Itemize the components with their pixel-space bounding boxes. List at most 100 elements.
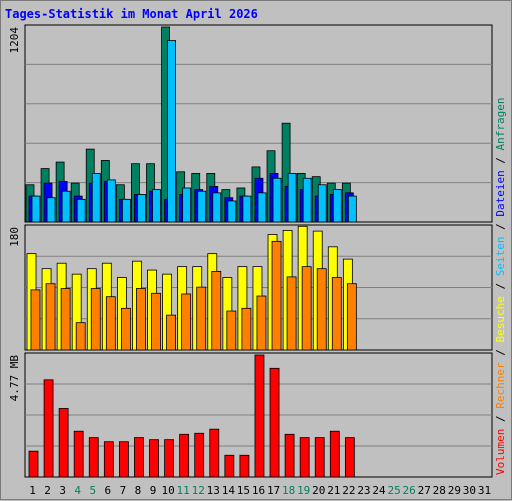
- x-tick-label: 24: [372, 484, 386, 497]
- legend-entry-anfragen: Anfragen: [494, 97, 507, 150]
- x-tick-label: 25: [387, 484, 400, 497]
- bar-rechner-day-17: [271, 240, 282, 351]
- bar-seiten-day-12: [197, 190, 207, 223]
- bar-volumen-day-15: [239, 454, 250, 478]
- x-tick-label: 20: [312, 484, 325, 497]
- bar-seiten-day-1: [31, 195, 41, 223]
- bar-volumen-day-9: [149, 439, 159, 478]
- x-tick-label: 14: [222, 484, 236, 497]
- x-axis-labels: 1 2 3 4 5 6 7 8 9 10 11 12 13 14 15 16 17 18 19 20 21 22 23 24 2…: [29, 484, 491, 497]
- x-tick-label: 15: [237, 484, 250, 497]
- bar-seiten-day-7: [121, 198, 131, 223]
- x-tick-label: 27: [418, 484, 431, 497]
- x-tick-label: 4: [74, 484, 81, 497]
- bar-rechner-day-7: [120, 307, 131, 351]
- bar-volumen-day-11: [179, 433, 190, 478]
- legend-separator: /: [494, 217, 507, 237]
- x-tick-label: 2: [44, 484, 51, 497]
- x-tick-label: 7: [120, 484, 127, 497]
- bar-rechner-day-10: [166, 314, 176, 351]
- bar-rechner-day-6: [105, 296, 116, 351]
- bar-rechner-day-21: [331, 277, 342, 351]
- legend-separator: /: [494, 276, 507, 296]
- bar-rechner-day-8: [136, 288, 146, 351]
- y-max-label: 4.77 MB: [8, 355, 21, 402]
- bar-volumen-day-2: [43, 379, 54, 478]
- bar-seiten-day-13: [212, 192, 222, 223]
- legend-entry-seiten: Seiten: [494, 237, 507, 277]
- bar-rechner-day-20: [316, 268, 327, 351]
- bar-seiten-day-17: [272, 177, 282, 223]
- x-tick-label: 3: [59, 484, 66, 497]
- bar-seiten-day-19: [302, 177, 312, 223]
- x-tick-label: 26: [403, 484, 416, 497]
- bar-seiten-day-15: [242, 195, 252, 223]
- bar-volumen-day-10: [164, 439, 174, 478]
- bar-rechner-day-22: [346, 283, 357, 351]
- bar-seiten-day-9: [152, 189, 161, 223]
- bar-rechner-day-16: [256, 295, 267, 351]
- bar-seiten-day-5: [91, 173, 101, 223]
- bar-volumen-day-5: [88, 437, 99, 478]
- bar-rechner-day-15: [241, 307, 252, 351]
- x-tick-label: 10: [161, 484, 174, 497]
- bar-rechner-day-13: [211, 271, 222, 351]
- bar-volumen-day-13: [209, 428, 220, 478]
- bar-seiten-day-8: [137, 194, 146, 223]
- x-tick-label: 6: [105, 484, 112, 497]
- x-tick-label: 13: [207, 484, 220, 497]
- bar-seiten-day-11: [182, 187, 192, 223]
- x-tick-label: 5: [89, 484, 96, 497]
- legend-entry-besuche: Besuche: [494, 296, 507, 342]
- bar-seiten-day-2: [46, 197, 56, 223]
- x-tick-label: 12: [192, 484, 205, 497]
- y-max-label: 1204: [8, 27, 21, 54]
- panel-volume: 4.77 MB: [8, 352, 493, 478]
- bar-volumen-day-21: [329, 430, 340, 478]
- bar-volumen-day-20: [314, 437, 325, 478]
- x-tick-label: 8: [135, 484, 142, 497]
- bar-volumen-day-16: [254, 354, 265, 478]
- x-tick-label: 16: [252, 484, 265, 497]
- bar-seiten-day-10: [167, 40, 176, 223]
- bar-seiten-day-4: [76, 198, 86, 223]
- x-tick-label: 21: [327, 484, 340, 497]
- legend-text: Volumen / Rechner / Besuche / Seiten / D…: [494, 97, 507, 475]
- legend-entry-rechner: Rechner: [494, 362, 507, 409]
- bar-seiten-day-22: [347, 195, 357, 223]
- bar-rechner-day-2: [45, 283, 56, 351]
- bar-volumen-day-12: [194, 432, 205, 478]
- bar-seiten-day-16: [257, 192, 267, 223]
- bar-rechner-day-11: [181, 293, 192, 351]
- x-tick-label: 17: [267, 484, 280, 497]
- x-tick-label: 18: [282, 484, 295, 497]
- legend-separator: /: [494, 150, 507, 170]
- x-tick-label: 11: [177, 484, 190, 497]
- x-tick-label: 9: [150, 484, 157, 497]
- bar-rechner-day-14: [226, 310, 237, 351]
- legend: Volumen / Rechner / Besuche / Seiten / D…: [494, 97, 507, 475]
- bar-rechner-day-3: [60, 288, 71, 351]
- bar-rechner-day-5: [90, 288, 101, 351]
- bar-rechner-day-1: [30, 289, 41, 351]
- bar-volumen-day-14: [224, 454, 235, 478]
- bar-volumen-day-22: [344, 437, 355, 478]
- bar-volumen-day-3: [58, 408, 69, 478]
- bar-rechner-day-19: [301, 266, 312, 351]
- panel-requests: 1204: [8, 24, 493, 223]
- bar-seiten-day-20: [317, 184, 327, 223]
- y-max-label: 180: [8, 227, 21, 247]
- bar-rechner-day-4: [75, 322, 86, 351]
- x-tick-label: 23: [357, 484, 370, 497]
- bar-rechner-day-12: [196, 286, 207, 351]
- bar-seiten-day-6: [106, 179, 116, 223]
- x-tick-label: 30: [463, 484, 476, 497]
- x-tick-label: 31: [478, 484, 491, 497]
- bar-rechner-day-18: [286, 276, 297, 351]
- x-tick-label: 19: [297, 484, 310, 497]
- bar-seiten-day-18: [287, 173, 297, 223]
- bar-volumen-day-19: [299, 437, 310, 478]
- bar-seiten-day-14: [227, 200, 237, 223]
- bar-seiten-day-21: [332, 189, 342, 223]
